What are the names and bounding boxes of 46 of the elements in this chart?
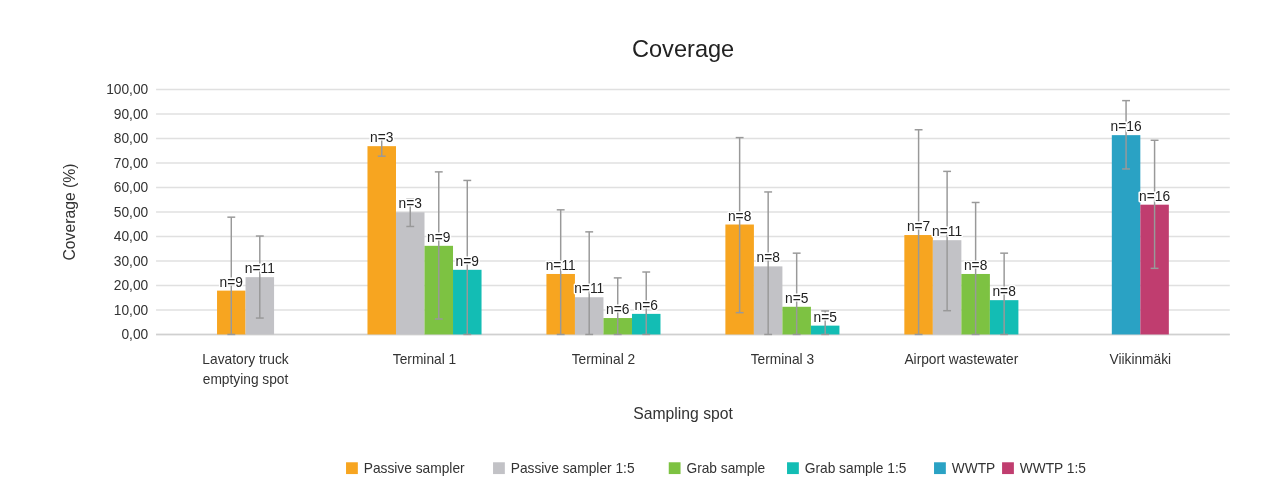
annotation: n=11 (244, 261, 275, 277)
legend-label: WWTP 1:5 (1019, 460, 1087, 476)
annotation: n=8 (992, 284, 1017, 300)
annotation: n=3 (398, 196, 423, 212)
legend-label: Grab sample (686, 460, 766, 476)
y-tick-label: 40,00 (113, 229, 149, 245)
chart-title: Coverage (631, 36, 735, 63)
annotation: n=7 (906, 219, 931, 235)
legend-label: Passive sampler (363, 460, 466, 476)
annotation: n=6 (606, 302, 630, 318)
legend-label: Grab sample 1:5 (804, 460, 907, 476)
y-tick-label: 30,00 (113, 253, 149, 269)
y-tick-label: 50,00 (113, 204, 149, 220)
x-tick-label: Lavatory truck emptying spot (202, 351, 289, 387)
annotation: n=5 (813, 309, 838, 325)
x-tick-label: Terminal 1 (392, 351, 457, 367)
legend-label: WWTP (951, 460, 996, 476)
x-axis-title: Sampling spot (633, 405, 734, 423)
annotation: n=9 (219, 274, 243, 290)
annotation: n=11 (932, 224, 963, 240)
x-tick-label: Terminal 2 (571, 351, 636, 367)
y-tick-label: 10,00 (113, 302, 149, 318)
y-tick-label: 100,00 (106, 82, 149, 98)
annotation: n=11 (545, 258, 576, 274)
legend-label: Passive sampler 1:5 (510, 460, 635, 476)
annotation: n=6 (634, 297, 659, 313)
y-tick-label: 0,00 (121, 327, 149, 343)
annotation: n=11 (574, 281, 605, 297)
y-tick-label: 80,00 (113, 131, 149, 147)
annotation: n=5 (785, 290, 809, 306)
annotation: n=16 (1110, 119, 1142, 135)
annotation: n=8 (727, 208, 752, 224)
x-tick-label: Airport wastewater (904, 351, 1019, 367)
annotation: n=16 (1139, 188, 1171, 204)
annotation: n=8 (963, 258, 988, 274)
y-tick-label: 90,00 (113, 106, 149, 122)
annotation: n=9 (455, 253, 479, 269)
x-tick-label: Terminal 3 (750, 351, 815, 367)
annotation: n=8 (756, 250, 781, 266)
annotation: n=3 (370, 130, 394, 146)
annotation: n=9 (427, 229, 451, 245)
y-axis-title: Coverage (%) (61, 163, 79, 261)
y-tick-label: 60,00 (113, 180, 149, 196)
x-tick-label: Viikinmäki (1109, 351, 1172, 367)
y-tick-label: 70,00 (113, 155, 149, 171)
y-tick-label: 20,00 (113, 278, 149, 294)
